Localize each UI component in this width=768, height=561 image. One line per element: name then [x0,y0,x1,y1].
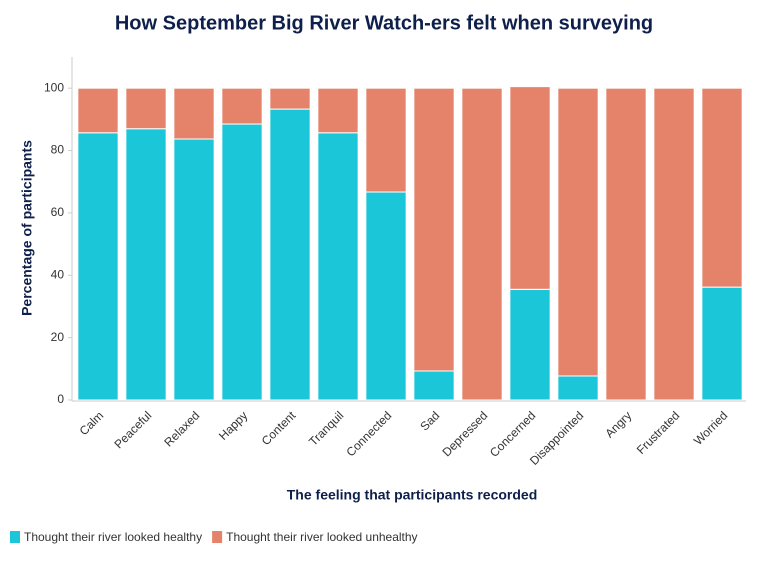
bar-segment [317,87,359,134]
x-tick-label: Depressed [439,408,490,459]
x-tick-label: Happy [216,408,250,442]
chart-title: How September Big River Watch-ers felt w… [115,12,653,34]
bar-segment [509,86,551,290]
x-tick-label: Concerned [487,408,538,459]
y-tick-label: 80 [51,143,65,157]
bar-segment [317,132,359,401]
bar-segment [125,128,167,401]
legend-label: Thought their river looked healthy [24,530,202,544]
bar-segment [77,132,119,401]
x-tick-label: Content [259,408,299,448]
bar-segment [365,87,407,193]
bar-segment [509,288,551,401]
legend-swatch [10,531,20,543]
y-tick-label: 100 [44,80,64,94]
y-tick-label: 60 [51,205,65,219]
bar-segment [269,87,311,110]
y-axis-title: Percentage of participants [19,140,35,316]
bar-segment [173,87,215,140]
y-tick-label: 20 [51,330,65,344]
x-tick-label: Peaceful [111,408,154,451]
bar-segment [605,87,647,401]
x-tick-label: Sad [417,408,442,433]
bar-segment [365,191,407,401]
x-tick-label: Frustrated [634,408,683,457]
legend-swatch [212,531,223,543]
y-tick-label: 40 [51,267,65,281]
bar-segment [221,87,263,125]
x-tick-label: Worried [691,408,730,447]
bar-segment [461,87,503,401]
legend-label: Thought their river looked unhealthy [226,530,417,544]
bar-segment [653,87,695,401]
bar-segment [413,87,455,372]
bar-segment [173,138,215,401]
x-tick-label: Relaxed [161,408,202,449]
bar-segment [125,87,167,130]
bar-segment [77,87,119,134]
x-tick-label: Calm [77,408,107,438]
x-tick-label: Angry [602,408,634,440]
bar-segment [701,286,743,401]
bar-segment [557,87,599,377]
bar-segment [221,123,263,401]
x-tick-label: Connected [343,408,394,459]
bar-segment [269,108,311,401]
bar-segment [413,370,455,401]
bar-segment [557,375,599,401]
x-tick-label: Tranquil [306,408,346,448]
y-tick-label: 0 [57,392,64,406]
bar-segment [701,87,743,288]
x-axis-title: The feeling that participants recorded [287,487,538,503]
